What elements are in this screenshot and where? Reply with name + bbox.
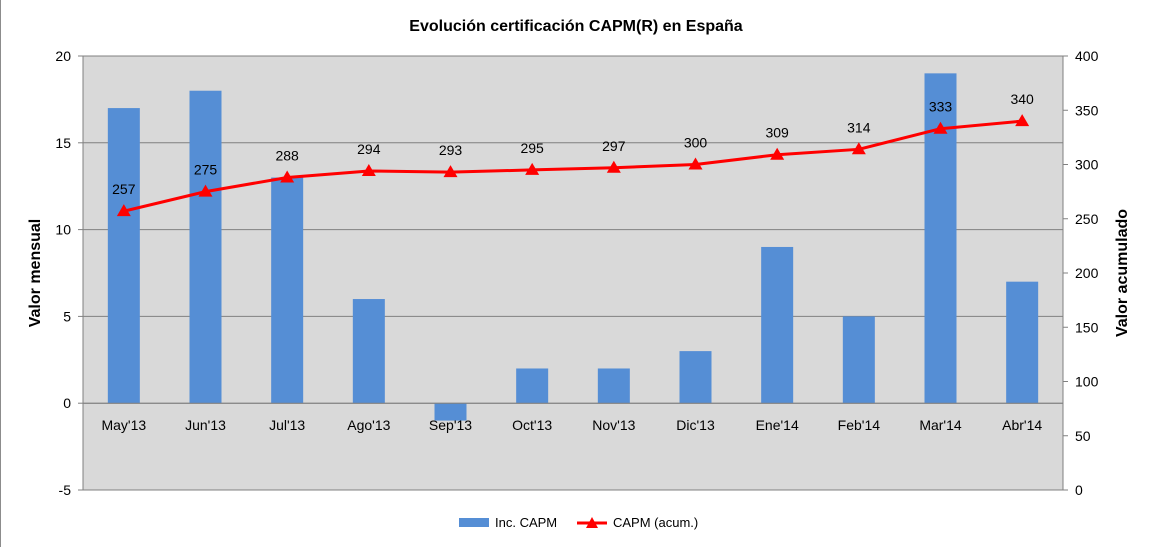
x-tick-label: Nov'13 — [592, 417, 635, 433]
data-label: 257 — [112, 181, 136, 197]
data-label: 294 — [357, 141, 381, 157]
legend-label-line: CAPM (acum.) — [613, 515, 698, 530]
line-marker — [851, 142, 866, 155]
data-label: 314 — [847, 119, 871, 135]
line-marker — [606, 160, 621, 173]
line-marker — [1015, 114, 1030, 127]
y-right-tick-label: 350 — [1075, 102, 1099, 118]
bar — [434, 403, 467, 421]
y-right-tick-label: 400 — [1075, 48, 1099, 64]
bar — [842, 316, 875, 404]
bar — [271, 177, 304, 404]
line-marker — [361, 164, 376, 177]
x-tick-label: Ene'14 — [756, 417, 799, 433]
x-tick-label: Dic'13 — [676, 417, 715, 433]
y-left-tick-label: 5 — [63, 308, 71, 324]
line-marker — [770, 147, 785, 160]
line-marker — [116, 204, 131, 217]
data-label: 309 — [765, 125, 789, 141]
bar — [107, 108, 140, 404]
y-right-tick-label: 0 — [1075, 482, 1083, 498]
bar — [761, 246, 794, 404]
data-label: 295 — [520, 140, 544, 156]
x-tick-label: Jun'13 — [185, 417, 226, 433]
x-tick-label: Sep'13 — [429, 417, 472, 433]
legend-label-bars: Inc. CAPM — [495, 515, 557, 530]
bar — [189, 90, 222, 404]
x-tick-label: Oct'13 — [512, 417, 552, 433]
bar — [516, 368, 549, 404]
x-tick-label: Feb'14 — [838, 417, 881, 433]
y-left-tick-label: 15 — [55, 135, 71, 151]
x-tick-label: Jul'13 — [269, 417, 305, 433]
data-label: 275 — [194, 162, 218, 178]
y-left-tick-label: 10 — [55, 222, 71, 238]
series-line — [123, 119, 1023, 213]
line-marker — [198, 184, 213, 197]
line-marker — [933, 121, 948, 134]
x-tick-label: May'13 — [101, 417, 146, 433]
y-left-tick-label: 20 — [55, 48, 71, 64]
line-marker — [280, 170, 295, 183]
y-right-tick-label: 200 — [1075, 265, 1099, 281]
y-right-tick-label: 50 — [1075, 428, 1091, 444]
y-right-tick-label: 250 — [1075, 211, 1099, 227]
legend-swatch-bars — [459, 518, 489, 527]
bar — [352, 299, 385, 404]
y-axis-right-title: Valor acumulado — [1114, 209, 1131, 337]
chart-title: Evolución certificación CAPM(R) en Españ… — [409, 18, 743, 35]
y-right-tick-label: 150 — [1075, 319, 1099, 335]
line-marker — [443, 165, 458, 178]
data-label: 333 — [929, 99, 953, 115]
plot-area: -505101520050100150200250300350400May'13… — [55, 48, 1098, 498]
y-right-tick-label: 100 — [1075, 374, 1099, 390]
data-label: 288 — [275, 148, 299, 164]
y-axis-left-title: Valor mensual — [27, 219, 44, 328]
x-tick-label: Mar'14 — [919, 417, 962, 433]
data-label: 297 — [602, 138, 626, 154]
y-left-tick-label: -5 — [59, 482, 72, 498]
x-tick-label: Abr'14 — [1002, 417, 1042, 433]
plot-background — [82, 55, 1064, 491]
legend: Inc. CAPM CAPM (acum.) — [459, 515, 698, 530]
data-label: 300 — [684, 135, 708, 151]
data-label: 293 — [439, 142, 463, 158]
bar — [679, 351, 712, 404]
line-marker — [525, 162, 540, 175]
data-label: 340 — [1010, 91, 1034, 107]
line-marker — [688, 157, 703, 170]
bar — [597, 368, 630, 404]
y-right-tick-label: 300 — [1075, 157, 1099, 173]
legend-triangle-marker — [586, 517, 598, 528]
x-tick-label: Ago'13 — [347, 417, 390, 433]
y-left-tick-label: 0 — [63, 395, 71, 411]
bar — [1006, 281, 1039, 404]
